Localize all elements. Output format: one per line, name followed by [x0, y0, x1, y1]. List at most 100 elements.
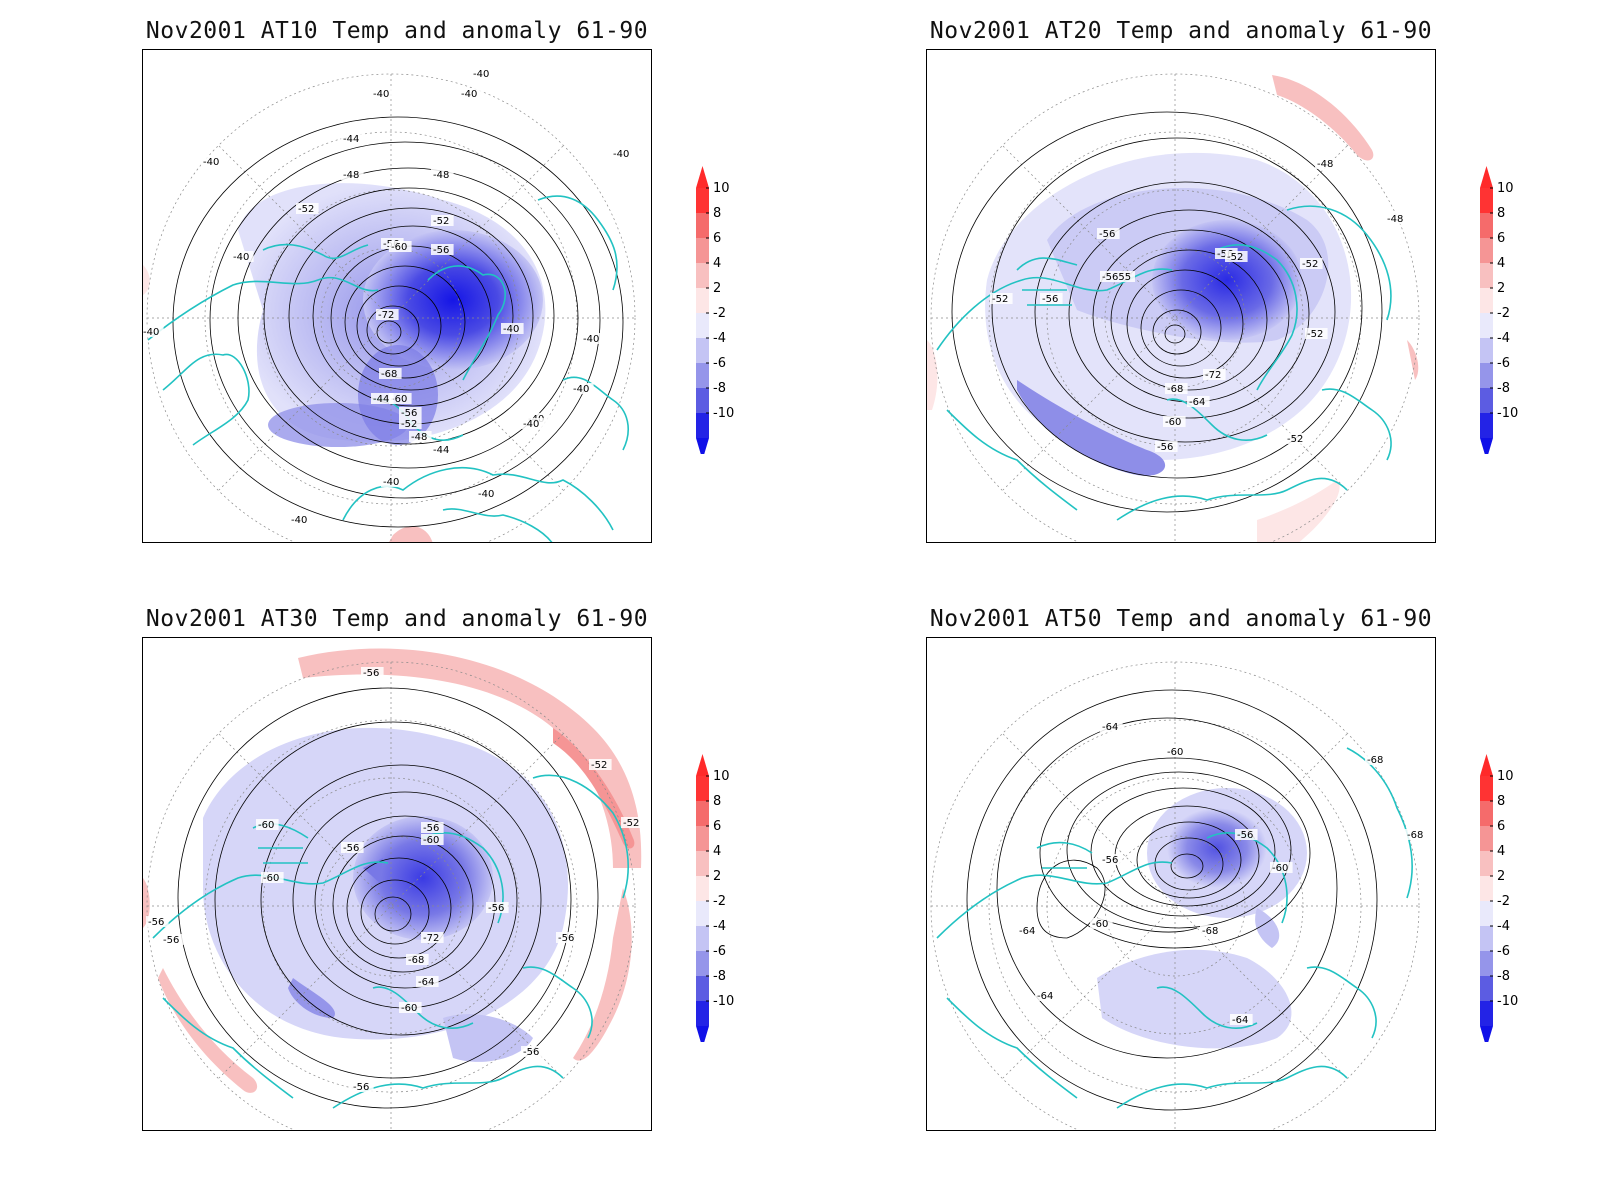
contour-label: -48	[1317, 159, 1333, 170]
colorbar-swatch	[696, 876, 709, 901]
contour-label: -68	[1367, 755, 1383, 766]
contour-label: -72	[378, 310, 394, 321]
contour-label: -60	[423, 835, 439, 846]
contour-label: -40	[613, 149, 629, 160]
colorbar-swatch	[1480, 976, 1493, 1001]
contour-label: -60	[1165, 417, 1181, 428]
contour-label-bg	[261, 872, 284, 883]
colorbar-label: 4	[1497, 256, 1505, 271]
contour-label: -60	[391, 394, 407, 405]
contour-label: -56	[1157, 442, 1173, 453]
colorbar-arrow-top	[1480, 166, 1493, 188]
contour-label: -56	[523, 1047, 539, 1058]
contour-label-bg	[1235, 829, 1258, 840]
colorbar-swatch	[696, 313, 709, 338]
contour-label-bg	[143, 326, 164, 337]
contour-label-bg	[379, 368, 402, 379]
contour-label-bg	[231, 251, 254, 262]
colorbar-label: 6	[1497, 819, 1505, 834]
contour-label-bg	[571, 383, 594, 394]
colorbar-swatch	[1480, 238, 1493, 263]
contour-label: -52	[1302, 259, 1318, 270]
contour-label-bg	[501, 323, 524, 334]
contour-label: -56	[343, 843, 359, 854]
colorbar: 10 8 6 4 2 -2 -4 -6 -8 -10	[694, 164, 754, 460]
colorbar-swatch	[696, 976, 709, 1001]
contour-label-bg	[376, 309, 399, 320]
contour-label-bg	[1155, 441, 1178, 452]
colorbar-swatch	[696, 388, 709, 413]
colorbar-swatch	[1480, 213, 1493, 238]
coastlines	[936, 205, 1392, 521]
contour-labels: -48 -48 -56 -56 -52 -52 -52 -56 -5655 -72 -68 -64 -6…	[990, 158, 1408, 453]
contour-label-bg	[471, 68, 494, 79]
contour-label-bg	[421, 834, 444, 845]
contour-label: -52	[623, 818, 639, 829]
contour-label: -40	[373, 89, 389, 100]
contour-label: -72	[1205, 370, 1221, 381]
contour-label: -64	[1189, 397, 1205, 408]
contour-label: -72	[423, 933, 439, 944]
colorbar-swatch	[696, 213, 709, 238]
contour-label: -60	[1167, 747, 1183, 758]
colorbar-label: -10	[1497, 994, 1518, 1009]
contour-label-bg	[371, 88, 394, 99]
contour-label: -56	[401, 408, 417, 419]
map-panel-at30: Nov2001 AT30 Temp and anomaly 61-90	[142, 606, 902, 1166]
contour-label-bg	[1285, 433, 1308, 444]
contour-label-bg	[416, 976, 439, 987]
contour-label: -44	[373, 394, 389, 405]
contour-label-bg	[1035, 990, 1058, 1001]
contour-label: -68	[408, 955, 424, 966]
lat-lon-grid	[146, 661, 636, 1130]
colorbar-label: -10	[713, 994, 734, 1009]
polar-map: -56 -52 -52 -60 -56 -56 -60 -60 -56 -56 -72 -68 -64-…	[142, 637, 652, 1131]
contour-label: -40	[461, 89, 477, 100]
contour-label-bg	[1315, 158, 1338, 169]
colorbar-label: -4	[713, 919, 726, 934]
colorbar-swatch	[696, 951, 709, 976]
contour-label-bg	[486, 902, 509, 913]
panel-title: Nov2001 AT50 Temp and anomaly 61-90	[929, 606, 1433, 632]
colorbar-label: 10	[1497, 181, 1514, 196]
contour-label: -60	[263, 873, 279, 884]
colorbar-label: 10	[1497, 769, 1514, 784]
contour-label-bg	[296, 203, 319, 214]
anomaly-shading	[927, 75, 1419, 542]
contour-label: -5655	[1102, 272, 1131, 283]
contour-label: -60	[1092, 919, 1108, 930]
contour-label-bg	[1040, 293, 1063, 304]
contour-label: -60	[258, 820, 274, 831]
contour-label-bg	[361, 667, 384, 678]
colorbar-arrow-top	[696, 166, 709, 188]
colorbar-swatch	[696, 926, 709, 951]
contour-label-bg	[459, 88, 482, 99]
contour-label-bg	[521, 1046, 544, 1057]
contour-label-bg	[431, 215, 454, 226]
colorbar-swatch	[1480, 951, 1493, 976]
contour-label-bg	[556, 932, 579, 943]
contour-label-bg	[990, 293, 1013, 304]
colorbar-arrow-top	[1480, 754, 1493, 776]
contour-label-bg	[1090, 918, 1113, 929]
colorbar-arrow-bottom	[1480, 438, 1493, 460]
contour-label: -68	[1167, 384, 1183, 395]
colorbar-swatch	[1480, 1001, 1493, 1026]
contour-label: -56	[363, 668, 379, 679]
colorbar-swatch	[1480, 338, 1493, 363]
colorbar-swatch	[1480, 313, 1493, 338]
colorbar-label: 2	[1497, 869, 1505, 884]
contour-label: -60	[401, 1003, 417, 1014]
colorbar-label: 10	[713, 181, 730, 196]
contour-label: -52	[401, 419, 417, 430]
contour-label: -52	[1227, 252, 1243, 263]
contour-label-bg	[1100, 854, 1123, 865]
contour-label: -64	[418, 977, 434, 988]
contour-label-bg	[409, 431, 432, 442]
colorbar-label: -2	[713, 306, 726, 321]
colorbar-swatch	[696, 851, 709, 876]
contour-labels: -40-40-40-40-40-44-48-48-52-52-56-60-56-…	[143, 68, 634, 526]
colorbar-swatch	[696, 413, 709, 438]
contour-label-bg	[289, 514, 312, 525]
contour-label-bg	[1165, 383, 1188, 394]
